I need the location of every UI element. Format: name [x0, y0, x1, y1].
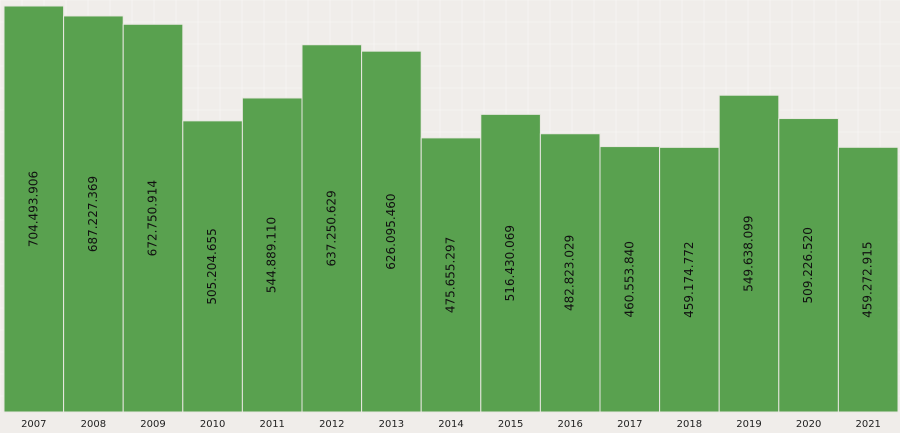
x-tick-label: 2009 [140, 419, 165, 430]
x-tick-label: 2021 [855, 419, 880, 430]
bar-value-label: 544.889.110 [265, 217, 279, 293]
bar-2019[interactable] [718, 94, 780, 413]
bar-value-labels: 704.493.906 687.227.369 672.750.914 505.204… [26, 171, 874, 318]
bar-2013[interactable] [361, 50, 422, 413]
bar-value-label: 687.227.369 [86, 176, 100, 252]
bars [3, 5, 899, 413]
x-tick-label: 2011 [259, 419, 284, 430]
bar-value-label: 549.638.099 [742, 215, 756, 291]
x-axis-tick-labels: 2007 2008 2009 2010 2011 2012 2013 2014 2015 2016… [21, 419, 881, 430]
bar-value-label: 637.250.629 [324, 190, 338, 266]
bar-value-label: 475.655.297 [444, 237, 458, 313]
bar-value-label: 460.553.840 [622, 241, 636, 317]
bar-2012[interactable] [301, 44, 363, 413]
x-tick-label: 2019 [736, 419, 761, 430]
bar-2008[interactable] [63, 15, 124, 413]
x-tick-label: 2017 [617, 419, 642, 430]
x-tick-label: 2015 [498, 419, 523, 430]
bar-value-label: 459.174.772 [682, 242, 696, 318]
bar-value-label: 626.095.460 [384, 193, 398, 269]
bar-value-label: 482.823.029 [563, 235, 577, 311]
x-tick-label: 2014 [438, 419, 463, 430]
bar-2017[interactable] [599, 146, 661, 413]
x-tick-label: 2012 [319, 419, 344, 430]
bar-2010[interactable] [182, 120, 243, 413]
bar-2007[interactable] [3, 5, 65, 413]
x-tick-label: 2013 [379, 419, 404, 430]
x-tick-label: 2016 [557, 419, 582, 430]
bar-2018[interactable] [659, 146, 720, 413]
x-tick-label: 2018 [677, 419, 702, 430]
x-tick-label: 2008 [81, 419, 106, 430]
bar-2011[interactable] [241, 97, 303, 413]
bar-value-label: 459.272.915 [861, 241, 875, 317]
bar-2016[interactable] [539, 133, 601, 413]
bar-2020[interactable] [778, 118, 839, 413]
bar-value-label: 704.493.906 [26, 171, 40, 247]
bar-value-label: 505.204.655 [205, 228, 219, 304]
bar-2021[interactable] [837, 146, 899, 413]
bar-value-label: 509.226.520 [801, 227, 815, 303]
bar-value-label: 672.750.914 [146, 180, 160, 256]
x-tick-label: 2007 [21, 419, 46, 430]
x-tick-label: 2020 [796, 419, 821, 430]
bar-value-label: 516.430.069 [503, 225, 517, 301]
x-tick-label: 2010 [200, 419, 225, 430]
bar-2009[interactable] [122, 23, 184, 413]
bar-2015[interactable] [480, 113, 541, 413]
